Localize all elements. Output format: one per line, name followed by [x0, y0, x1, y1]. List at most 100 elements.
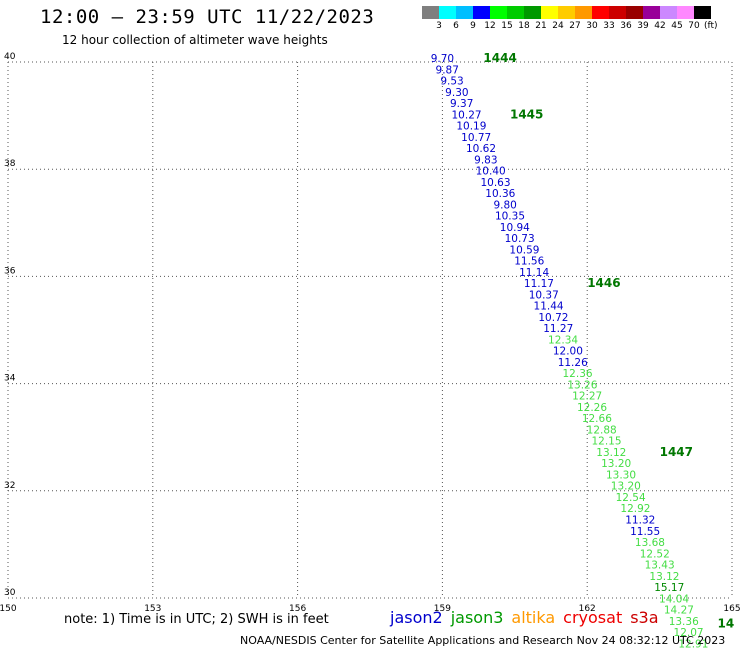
- legend-label: 42: [654, 21, 666, 31]
- legend-swatch: [507, 6, 524, 19]
- track-point-value: 11.26: [558, 357, 588, 369]
- track-point-value: 9.80: [493, 199, 516, 211]
- legend-swatch: [439, 6, 456, 19]
- track-point-value: 13.30: [606, 469, 636, 481]
- satellite-legend: jason2 jason3 altika cryosat s3a: [390, 608, 667, 627]
- legend-swatch: [677, 6, 694, 19]
- x-tick-label: 165: [723, 604, 740, 614]
- track-point-value: 13.12: [596, 447, 626, 459]
- track-point-value: 11.55: [630, 526, 660, 538]
- y-tick-label: 40: [4, 52, 16, 62]
- track-point-value: 11.17: [524, 278, 554, 290]
- track-point-value: 9.83: [474, 154, 497, 166]
- track-point-value: 9.37: [450, 98, 473, 110]
- page-subtitle: 12 hour collection of altimeter wave hei…: [62, 33, 328, 47]
- legend-swatch: [422, 6, 439, 19]
- pass-labels: 1444 1445 1446 1447 14: [483, 51, 734, 630]
- legend-label: 27: [569, 21, 581, 31]
- x-tick-label: 156: [289, 604, 306, 614]
- legend-unit: (ft): [704, 21, 718, 31]
- track-point-value: 13.68: [635, 537, 665, 549]
- track-point-value: 10.36: [485, 188, 515, 200]
- legend-swatch: [456, 6, 473, 19]
- satellite-name-cryosat: cryosat: [563, 608, 623, 627]
- y-tick-label: 32: [4, 481, 15, 491]
- legend-label: 3: [436, 21, 442, 31]
- page-title: 12:00 – 23:59 UTC 11/22/2023: [40, 6, 375, 28]
- legend-swatch: [626, 6, 643, 19]
- legend-swatch: [473, 6, 490, 19]
- track-point-value: 9.70: [431, 53, 454, 65]
- legend-label: 30: [586, 21, 598, 31]
- x-tick-label: 162: [579, 604, 596, 614]
- legend-swatch: [575, 6, 592, 19]
- track-point-value: 12.54: [616, 492, 646, 504]
- track-point-value: 14.27: [664, 605, 694, 617]
- satellite-name-altika: altika: [511, 608, 556, 627]
- track-point-value: 10.59: [509, 244, 539, 256]
- legend-label: 6: [453, 21, 459, 31]
- legend-label: 15: [501, 21, 513, 31]
- track-point-value: 12.07: [674, 627, 704, 639]
- track-point-value: 10.27: [452, 109, 482, 121]
- track-point-value: 11.27: [543, 323, 573, 335]
- track-point-value: 10.73: [505, 233, 535, 245]
- track-point-value: 12.91: [678, 638, 708, 650]
- legend-label: 36: [620, 21, 632, 31]
- track-point-value: 11.14: [519, 267, 549, 279]
- satellite-name-s3a: s3a: [630, 608, 659, 627]
- legend-label: 70: [688, 21, 700, 31]
- y-tick-label: 36: [4, 266, 16, 276]
- track-point-value: 12.92: [620, 503, 650, 515]
- track-point-value: 12.34: [548, 334, 578, 346]
- track-point-value: 9.30: [445, 87, 468, 99]
- track-point-value: 11.56: [514, 256, 544, 268]
- track-point-value: 11.44: [534, 301, 564, 313]
- legend-label: 33: [603, 21, 615, 31]
- track-points: 9.709.879.539.309.3710.2710.1910.7710.62…: [431, 53, 709, 650]
- y-tick-label: 34: [4, 374, 16, 384]
- track-point-value: 13.12: [649, 571, 679, 583]
- track-point-value: 12.36: [563, 368, 593, 380]
- legend-swatch: [643, 6, 660, 19]
- x-tick-label: 159: [434, 604, 451, 614]
- legend-label: 45: [671, 21, 683, 31]
- track-point-value: 11.32: [625, 514, 655, 526]
- pass-number-label: 1446: [587, 276, 620, 290]
- track-point-value: 12.66: [582, 413, 612, 425]
- satellite-name-jason2: jason2: [390, 608, 443, 627]
- legend-label: 12: [484, 21, 496, 31]
- legend-label: 39: [637, 21, 649, 31]
- legend-label: 24: [552, 21, 564, 31]
- legend-swatch: [524, 6, 541, 19]
- legend-label: 21: [535, 21, 547, 31]
- x-tick-label: 150: [0, 604, 17, 614]
- track-point-value: 10.19: [456, 121, 486, 133]
- map-grid: [7, 61, 733, 599]
- track-point-value: 10.72: [538, 312, 568, 324]
- legend-label: 18: [518, 21, 530, 31]
- y-tick-label: 30: [4, 588, 16, 598]
- track-point-value: 12.00: [553, 346, 583, 358]
- pass-number-label: 1445: [510, 107, 543, 121]
- track-point-value: 10.37: [529, 289, 559, 301]
- legend-swatch: [660, 6, 677, 19]
- footer-text: NOAA/NESDIS Center for Satellite Applica…: [240, 634, 726, 647]
- pass-number-label: 14: [718, 616, 735, 630]
- track-point-value: 13.20: [611, 481, 641, 493]
- track-point-value: 12.88: [587, 424, 617, 436]
- satellite-name-jason3: jason3: [450, 608, 504, 627]
- track-point-value: 10.63: [480, 177, 510, 189]
- track-point-value: 13.26: [567, 379, 597, 391]
- track-point-value: 10.77: [461, 132, 491, 144]
- legend-swatch: [558, 6, 575, 19]
- track-point-value: 12.15: [591, 436, 621, 448]
- legend-swatch: [541, 6, 558, 19]
- legend-swatch: [609, 6, 626, 19]
- track-point-value: 13.20: [601, 458, 631, 470]
- track-point-value: 12.26: [577, 402, 607, 414]
- axis-ticks: 150 153 156 159 162 165 40 38 36 34 32 30: [0, 52, 740, 614]
- track-point-value: 13.36: [669, 616, 699, 628]
- x-tick-label: 153: [144, 604, 161, 614]
